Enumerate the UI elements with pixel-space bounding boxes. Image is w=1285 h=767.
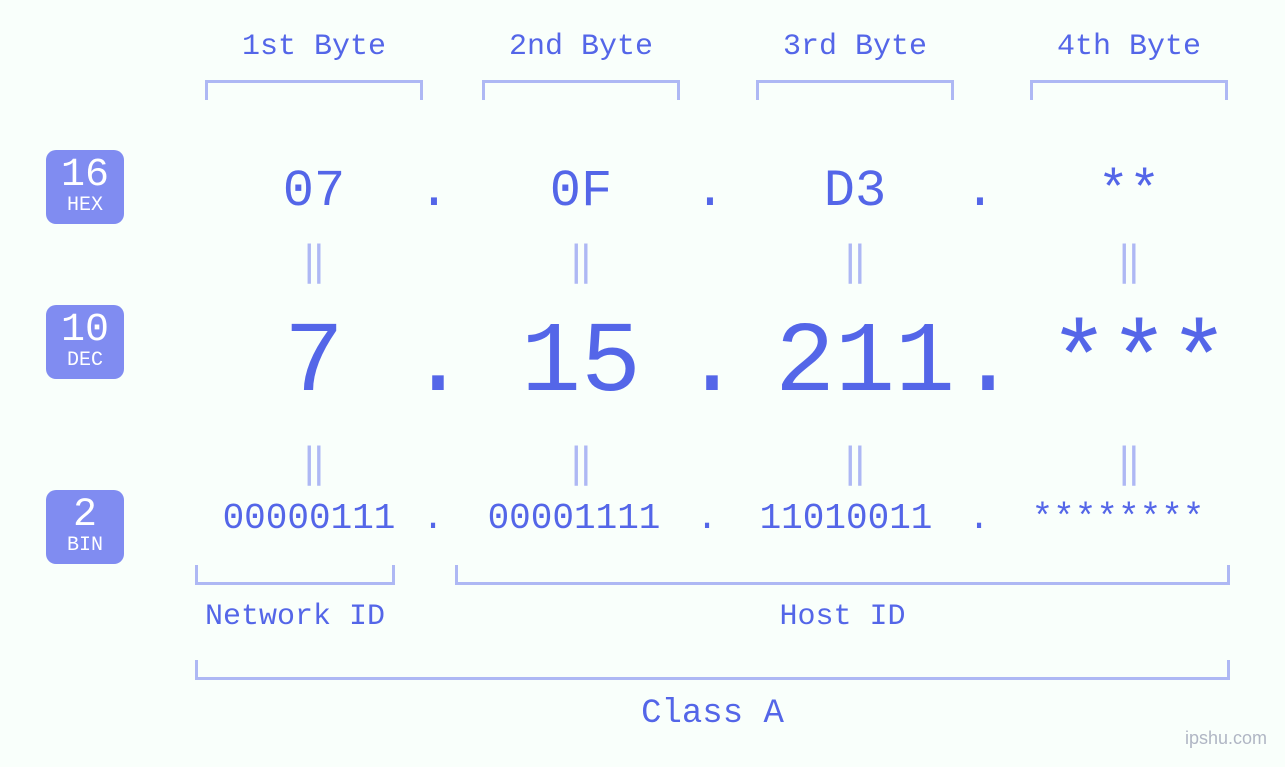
eq-2-3: ‖ [756, 440, 954, 489]
badge-dec: 10 DEC [46, 305, 124, 379]
watermark: ipshu.com [1185, 728, 1267, 749]
badge-bin-num: 2 [46, 496, 124, 536]
host-bracket [455, 565, 1230, 585]
byte-label-2: 2nd Byte [482, 30, 680, 64]
bin-dot-2: . [692, 498, 722, 539]
host-label: Host ID [455, 600, 1230, 634]
top-bracket-2 [482, 80, 680, 100]
dec-byte-2: 15 [482, 320, 680, 410]
badge-hex-num: 16 [46, 156, 124, 196]
hex-byte-2: 0F [482, 162, 680, 221]
top-bracket-4 [1030, 80, 1228, 100]
badge-hex: 16 HEX [46, 150, 124, 224]
dec-dot-2: . [682, 320, 742, 410]
bin-dot-1: . [418, 498, 448, 539]
eq-1-2: ‖ [482, 238, 680, 287]
badge-hex-name: HEX [46, 196, 124, 216]
eq-2-2: ‖ [482, 440, 680, 489]
byte-label-1: 1st Byte [205, 30, 423, 64]
dec-dot-3: . [958, 320, 1018, 410]
eq-1-3: ‖ [756, 238, 954, 287]
class-label: Class A [195, 695, 1230, 733]
bin-byte-4: ******** [1004, 498, 1232, 539]
badge-bin: 2 BIN [46, 490, 124, 564]
byte-label-3: 3rd Byte [756, 30, 954, 64]
network-bracket [195, 565, 395, 585]
top-bracket-1 [205, 80, 423, 100]
hex-dot-1: . [414, 162, 454, 221]
bin-dot-3: . [964, 498, 994, 539]
badge-dec-num: 10 [46, 311, 124, 351]
hex-byte-1: 07 [205, 162, 423, 221]
hex-byte-3: D3 [756, 162, 954, 221]
dec-byte-3: 211 [756, 320, 974, 410]
badge-dec-name: DEC [46, 351, 124, 371]
dec-byte-1: 7 [205, 320, 423, 410]
top-bracket-3 [756, 80, 954, 100]
hex-dot-3: . [960, 162, 1000, 221]
byte-label-4: 4th Byte [1030, 30, 1228, 64]
class-bracket [195, 660, 1230, 680]
eq-1-1: ‖ [205, 238, 423, 287]
bin-byte-3: 11010011 [732, 498, 960, 539]
hex-dot-2: . [690, 162, 730, 221]
network-label: Network ID [195, 600, 395, 634]
eq-1-4: ‖ [1030, 238, 1228, 287]
badge-bin-name: BIN [46, 536, 124, 556]
eq-2-4: ‖ [1030, 440, 1228, 489]
bin-byte-1: 00000111 [195, 498, 423, 539]
hex-byte-4: ** [1030, 162, 1228, 221]
bin-byte-2: 00001111 [460, 498, 688, 539]
dec-byte-4: *** [1030, 320, 1248, 410]
dec-dot-1: . [408, 320, 468, 410]
eq-2-1: ‖ [205, 440, 423, 489]
